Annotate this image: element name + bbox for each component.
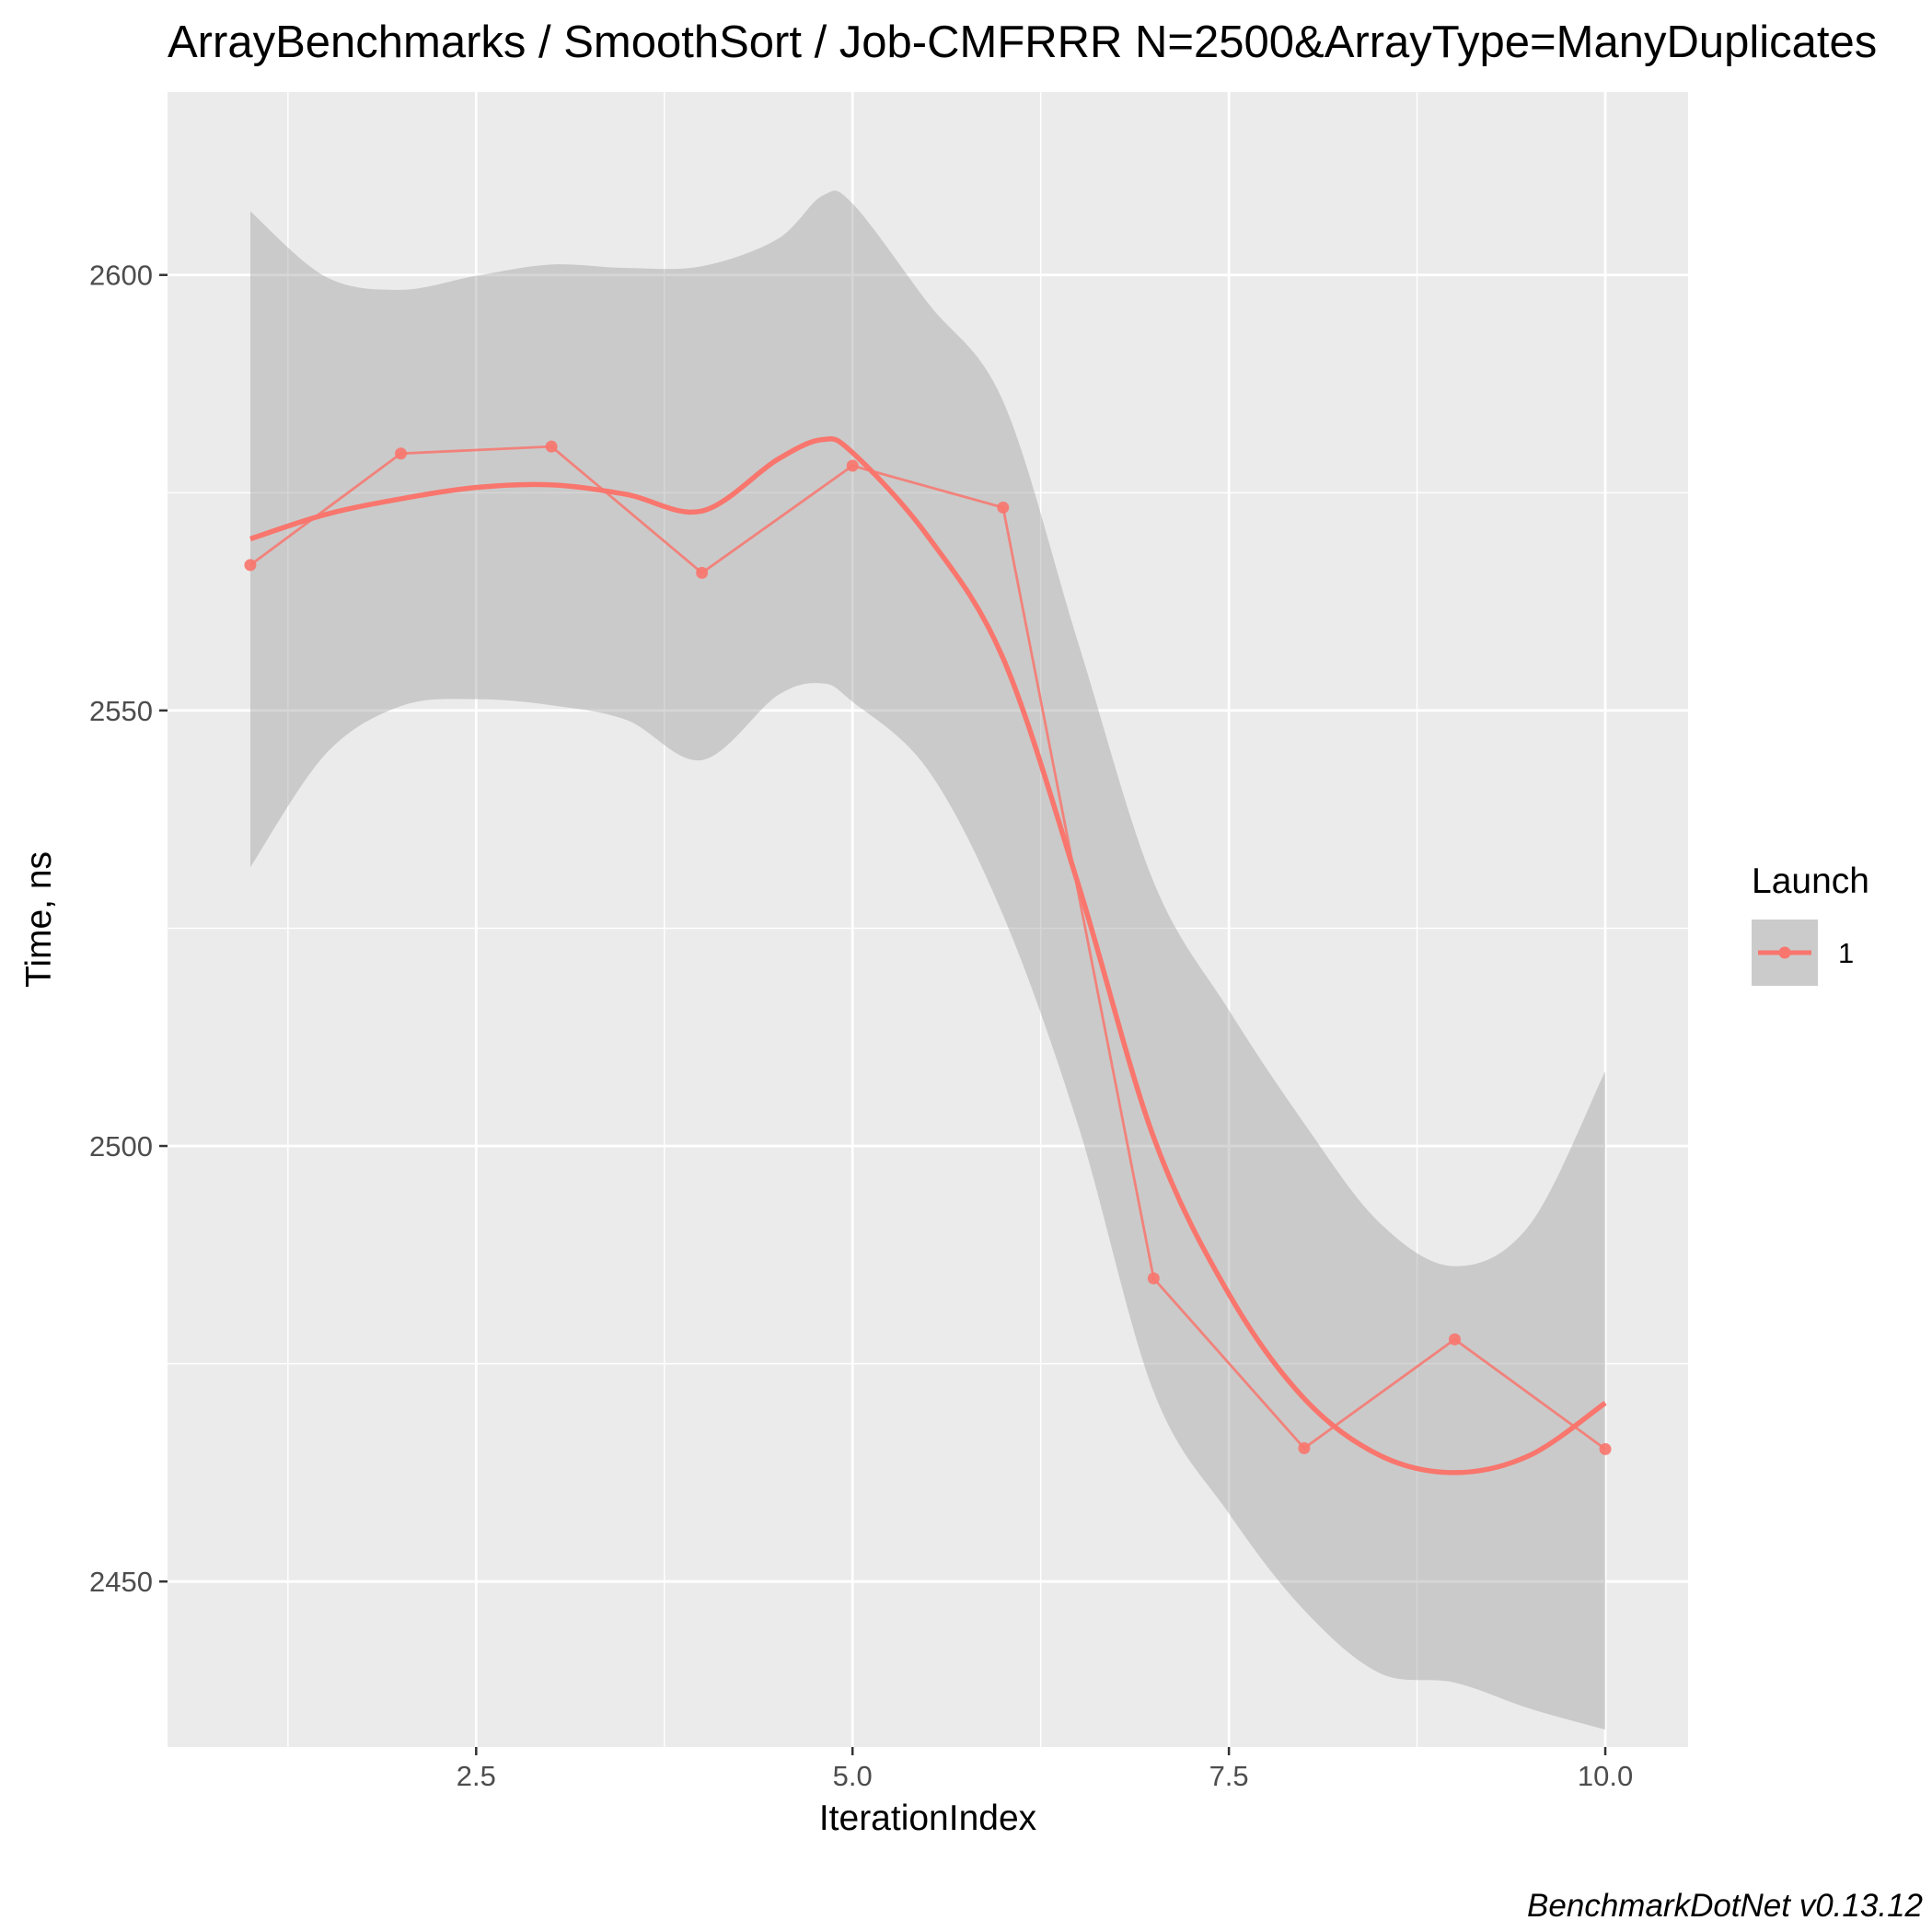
ci-band-layer	[249, 191, 1606, 1730]
data-point	[846, 459, 859, 472]
data-point	[1147, 1272, 1160, 1285]
grid-minor	[168, 92, 1688, 1747]
data-line-layer	[249, 445, 1606, 1451]
data-point	[244, 559, 257, 572]
y-axis-title: Time, ns	[19, 851, 59, 988]
x-tick-label: 7.5	[1209, 1760, 1249, 1792]
data-point	[1448, 1333, 1461, 1346]
series-line-1	[249, 445, 1606, 1451]
y-tick-label: 2600	[89, 260, 153, 292]
x-axis-ticks: 2.5 5.0 7.5 10.0	[457, 1747, 1633, 1792]
data-point	[1298, 1441, 1311, 1454]
x-tick-label: 2.5	[457, 1760, 496, 1792]
y-tick-label: 2550	[89, 695, 153, 727]
smooth-line-layer	[249, 436, 1607, 1475]
smooth-line-1	[249, 436, 1607, 1475]
grid-major	[168, 92, 1688, 1747]
caption: BenchmarkDotNet v0.13.12	[1527, 1888, 1923, 1924]
data-point	[696, 566, 709, 579]
x-tick-label: 10.0	[1578, 1760, 1633, 1792]
confidence-band	[249, 191, 1606, 1730]
data-point	[997, 501, 1010, 514]
legend-key-point	[1778, 946, 1791, 959]
legend-label: 1	[1838, 937, 1854, 969]
legend: Launch 1	[1752, 862, 1869, 986]
data-points-layer	[244, 440, 1612, 1455]
legend-title: Launch	[1752, 862, 1869, 901]
data-point	[395, 447, 408, 460]
y-axis-ticks: 2450 2500 2550 2600	[89, 260, 168, 1598]
x-tick-label: 5.0	[833, 1760, 873, 1792]
y-tick-label: 2500	[89, 1130, 153, 1163]
x-axis-title: IterationIndex	[819, 1799, 1037, 1838]
data-point	[545, 440, 558, 453]
y-tick-label: 2450	[89, 1566, 153, 1598]
data-point	[1599, 1442, 1612, 1455]
chart-title: ArrayBenchmarks / SmoothSort / Job-CMFRR…	[168, 17, 1877, 67]
